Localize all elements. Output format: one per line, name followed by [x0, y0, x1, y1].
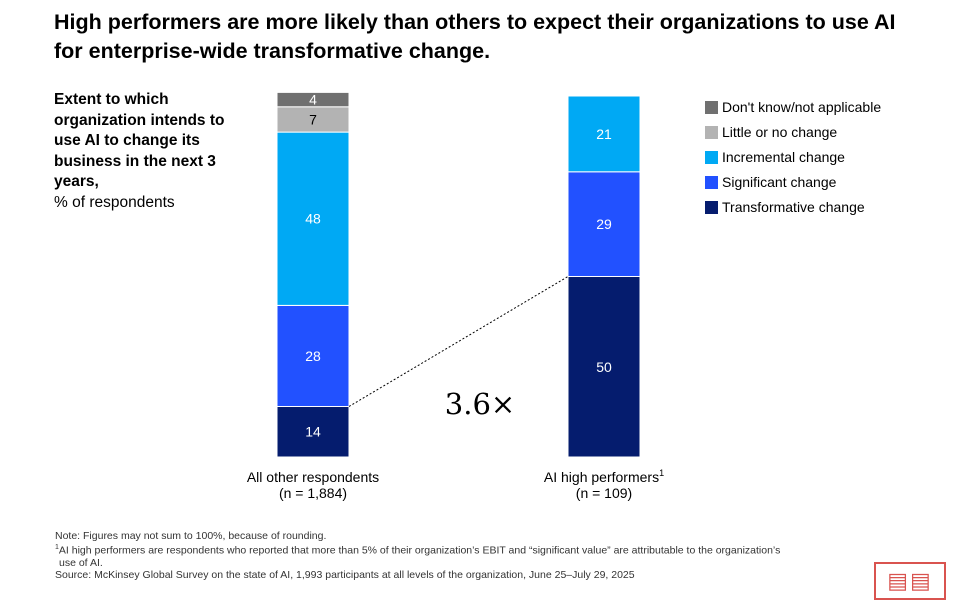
- category-superscript: 1: [659, 468, 664, 478]
- legend-label: Little or no change: [722, 124, 838, 140]
- bar-segment-incremental-change: [567, 95, 641, 173]
- data-label-incremental-change: 21: [596, 126, 612, 142]
- source-text: Source: McKinsey Global Survey on the st…: [55, 568, 635, 581]
- chart-title: High performers are more likely than oth…: [54, 10, 896, 63]
- footnote-line-1: 1AI high performers are respondents who …: [55, 542, 885, 557]
- subtitle-unit: % of respondents: [54, 193, 175, 211]
- category-n-label: (n = 109): [576, 485, 632, 501]
- legend-swatch: [705, 101, 718, 114]
- legend-swatch: [705, 176, 718, 189]
- legend-item: Don't know/not applicable: [705, 95, 881, 120]
- legend-swatch: [705, 126, 718, 139]
- data-label-significant-change: 29: [596, 216, 612, 232]
- legend-label: Significant change: [722, 174, 837, 190]
- data-label-significant-change: 28: [305, 348, 321, 364]
- bar-segment-don-t-know-not-applicable: [276, 91, 350, 108]
- legend-item: Little or no change: [705, 120, 881, 145]
- subtitle-bold: Extent to which organization intends to …: [54, 91, 225, 190]
- data-label-incremental-change: 48: [305, 211, 321, 227]
- bar-segment-transformative-change: [567, 276, 641, 458]
- legend-swatch: [705, 151, 718, 164]
- footnote-mark: 1: [55, 544, 59, 551]
- bar-segment-little-or-no-change: [276, 106, 350, 133]
- legend-label: Don't know/not applicable: [722, 99, 882, 115]
- note-text: Note: Figures may not sum to 100%, becau…: [55, 530, 327, 542]
- bar-segment-significant-change: [276, 304, 350, 407]
- legend-item: Transformative change: [705, 195, 881, 220]
- comparison-connector: [348, 276, 569, 407]
- category-label: AI high performers1: [544, 468, 664, 485]
- legend-item: Significant change: [705, 170, 881, 195]
- data-label-transformative-change: 50: [596, 359, 612, 375]
- legend-label: Incremental change: [722, 149, 845, 165]
- chart-subtitle: Extent to which organization intends to …: [54, 90, 244, 213]
- watermark-stamp: ▤▤: [874, 562, 946, 600]
- bar-segment-transformative-change: [276, 406, 350, 458]
- category-label: All other respondents: [247, 469, 379, 485]
- legend-item: Incremental change: [705, 145, 881, 170]
- legend: Don't know/not applicable Little or no ch…: [705, 95, 881, 220]
- multiplier-annotation: 3.6×: [445, 387, 515, 421]
- bar-segment-incremental-change: [276, 131, 350, 306]
- footnote-line-2: use of AI.: [59, 556, 103, 569]
- data-label-don-t-know-not-applicable: 4: [309, 92, 317, 108]
- legend-label: Transformative change: [722, 199, 865, 215]
- bar-segment-significant-change: [567, 171, 641, 277]
- data-label-transformative-change: 14: [305, 424, 321, 440]
- footnote-text: AI high performers are respondents who r…: [58, 544, 781, 557]
- notes: Note: Figures may not sum to 100%, becau…: [55, 530, 885, 581]
- data-label-little-or-no-change: 7: [309, 112, 317, 128]
- legend-swatch: [705, 201, 718, 214]
- stamp-glyph: ▤▤: [887, 568, 933, 594]
- category-n-label: (n = 1,884): [279, 485, 347, 501]
